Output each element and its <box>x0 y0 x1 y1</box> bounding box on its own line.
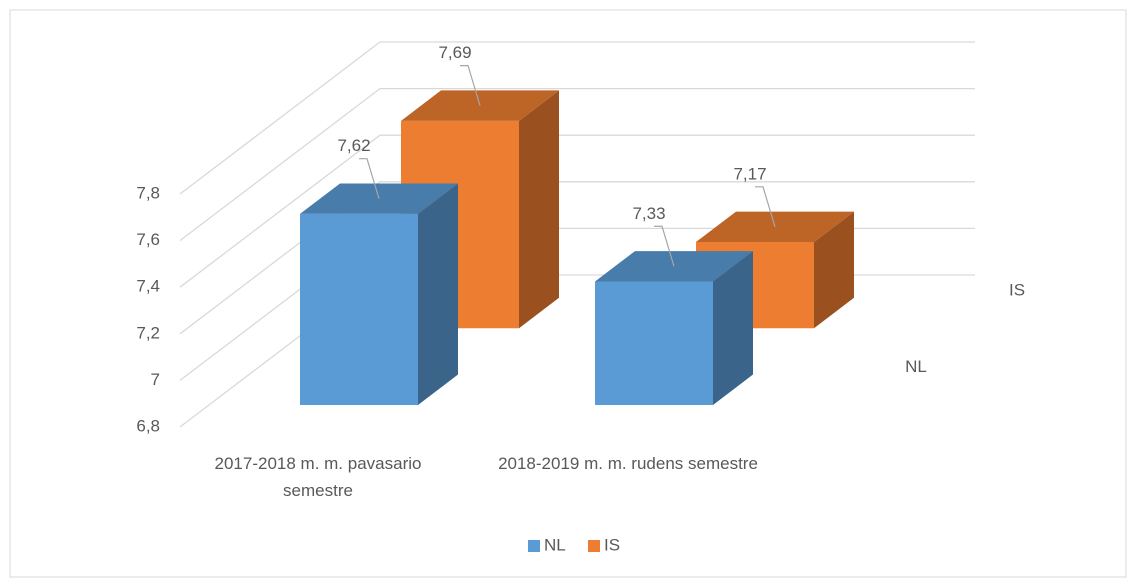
bar-top <box>595 251 753 282</box>
legend-label: IS <box>604 535 620 554</box>
leader-line <box>755 186 776 227</box>
leader-line <box>654 225 675 267</box>
legend-label: NL <box>544 535 566 554</box>
y-tick-label: 7,2 <box>136 323 160 342</box>
grid-line <box>179 134 975 288</box>
category-label: 2017-2018 m. m. pavasario semestre <box>214 454 422 500</box>
category-label: 2018-2019 m. m. rudens semestre <box>498 454 758 473</box>
chart-border <box>9 9 1127 578</box>
data-label: 7,17 <box>733 164 766 183</box>
data-label: 7,33 <box>632 204 665 223</box>
y-tick-label: 7,6 <box>136 230 160 249</box>
depth-label: NL <box>905 357 927 376</box>
bar-front <box>300 213 418 405</box>
bar-top <box>696 211 854 242</box>
bar <box>595 251 753 405</box>
y-tick-label: 7,8 <box>136 183 160 202</box>
bar-side <box>519 90 559 329</box>
grid-line <box>179 87 975 242</box>
data-label: 7,69 <box>438 43 471 62</box>
grid-line <box>179 181 975 335</box>
bar-side <box>814 211 854 329</box>
legend-swatch <box>528 540 540 552</box>
data-label: 7,62 <box>337 136 370 155</box>
bar-front <box>595 281 713 405</box>
depth-label: IS <box>1009 280 1025 299</box>
legend-swatch <box>588 540 600 552</box>
bar <box>300 183 458 405</box>
bar-side <box>713 251 753 405</box>
y-tick-label: 7,4 <box>136 277 160 296</box>
bar-side <box>418 183 458 405</box>
grid-line <box>179 41 975 195</box>
leader-line <box>460 65 481 106</box>
y-tick-label: 6,8 <box>136 416 160 435</box>
leader-line <box>359 158 380 199</box>
bar-top <box>401 90 559 121</box>
y-tick-label: 7 <box>151 370 160 389</box>
